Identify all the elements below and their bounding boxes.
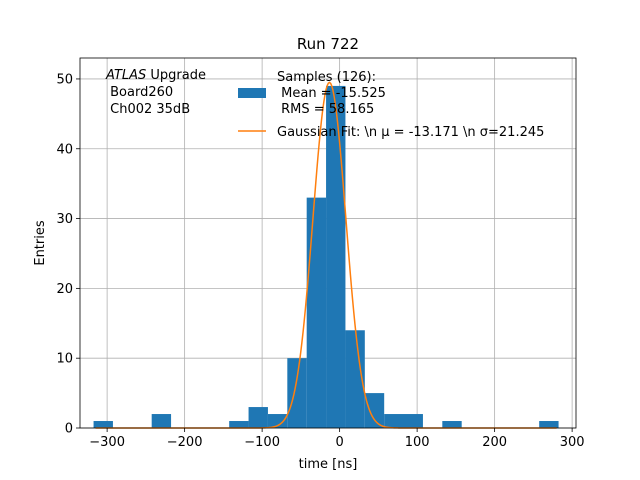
annotation-italic: ATLAS [105,68,146,83]
histogram-bar [539,421,559,428]
histogram-bar [151,414,172,428]
x-tick-label: −300 [89,435,125,450]
x-tick-label: 200 [482,435,507,450]
x-axis-ticks: −300 −200 −100 0 100 200 300 [89,428,585,450]
y-axis-ticks: 0 10 20 30 40 50 [56,72,80,437]
annotation-line-2: Board260 [106,85,173,100]
histogram-bar [93,421,113,428]
legend-histogram-label-line-3: RMS = 58.165 [277,102,374,117]
y-axis-label: Entries [33,220,48,266]
x-tick-label: −200 [167,435,203,450]
y-tick-label: 40 [56,142,73,157]
y-tick-label: 30 [56,212,73,227]
histogram-bar [326,85,346,428]
x-tick-label: 0 [335,435,343,450]
x-tick-label: −100 [244,435,280,450]
histogram-bar [384,414,423,428]
annotation-rest: Ch002 35dB [106,102,190,117]
x-tick-label: 100 [405,435,430,450]
histogram-bar [248,407,268,428]
histogram-bar [267,414,288,428]
chart-title: Run 722 [297,35,359,53]
legend-histogram-label-line-2: Mean = -15.525 [277,86,386,101]
y-tick-label: 10 [56,352,73,367]
annotation-rest: Upgrade [146,68,206,83]
histogram-bar [229,421,249,428]
histogram-bar [442,421,462,428]
x-axis-label: time [ns] [299,457,358,472]
y-tick-label: 50 [56,72,73,87]
axes-frame [79,57,577,429]
legend-histogram-label-line-1: Samples (126): [277,70,376,85]
grid [80,58,576,429]
x-tick-label: 300 [560,435,585,450]
legend-fit-label: Gaussian Fit: \n μ = -13.171 \n σ=21.245 [277,125,544,140]
annotation-line-3: Ch002 35dB [106,102,190,117]
histogram-bar [345,330,365,428]
histogram-bar [306,197,327,428]
histogram-bar [287,358,307,428]
legend: Samples (126): Mean = -15.525 RMS = 58.1… [238,70,544,140]
atlas-annotation: ATLAS Upgrade Board260 Ch002 35dB [105,68,206,117]
annotation-rest: Board260 [106,85,173,100]
y-tick-label: 0 [65,422,73,437]
legend-histogram-swatch [238,88,266,98]
histogram-bars [93,85,559,428]
histogram-bar [364,393,385,428]
annotation-line-1: ATLAS Upgrade [105,68,206,83]
y-tick-label: 20 [56,282,73,297]
